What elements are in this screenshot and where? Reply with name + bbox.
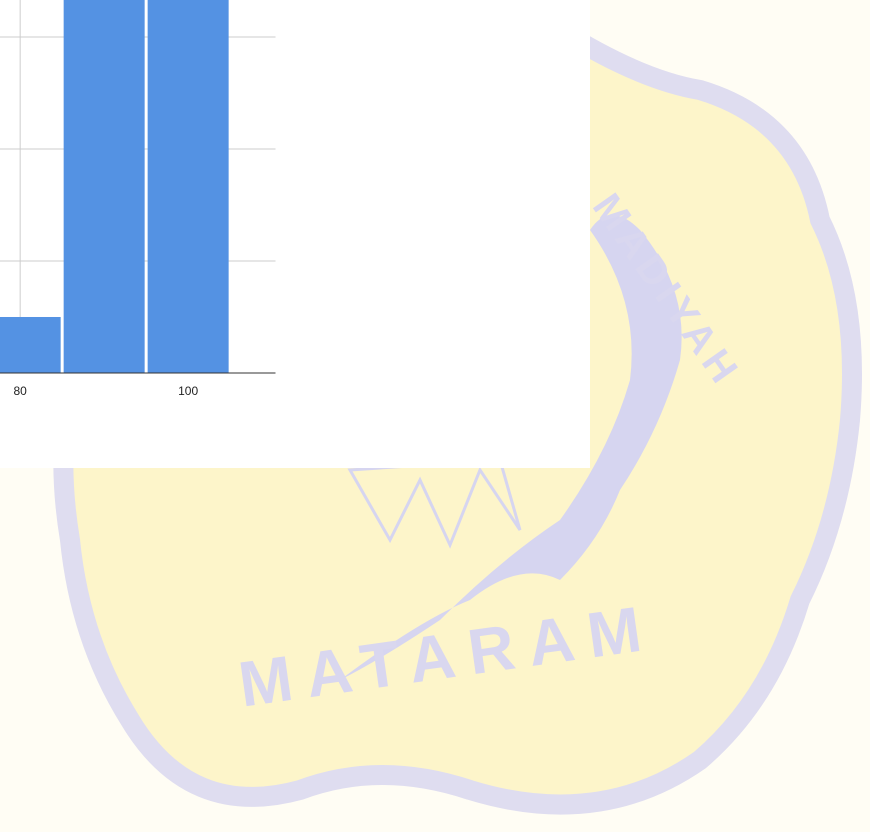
bar <box>0 316 61 373</box>
x-tick-label: 100 <box>178 384 198 398</box>
x-tick-label: 80 <box>13 384 27 398</box>
plot: 012380100 <box>0 0 276 398</box>
bar <box>147 0 229 373</box>
bar <box>63 0 145 373</box>
